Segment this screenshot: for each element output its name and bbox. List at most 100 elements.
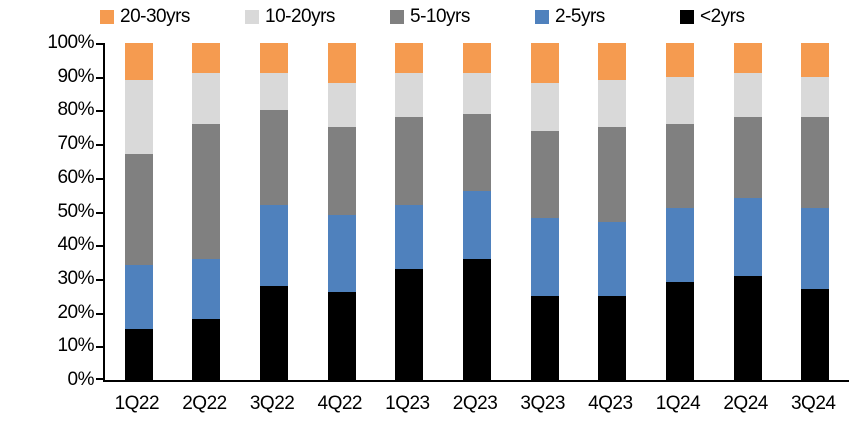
x-axis-tick-label: 1Q23: [385, 393, 430, 414]
stacked-bar-2Q22: [192, 43, 221, 380]
bar-slot-3Q22: [240, 43, 308, 380]
y-axis-tick-label: 70%: [57, 133, 94, 155]
bar-segment-5-10yrs: [733, 117, 762, 199]
x-axis-tick-label: 3Q23: [520, 393, 565, 414]
stacked-bar-2Q23: [463, 43, 492, 380]
stacked-bar-4Q23: [598, 43, 627, 380]
bar-segment-10-20yrs: [733, 73, 762, 118]
legend-label: 2-5yrs: [555, 6, 605, 27]
bar-segment-5-10yrs: [260, 110, 289, 205]
bar-segment-10-20yrs: [192, 73, 221, 124]
bar-segment-<2yrs: [395, 268, 424, 380]
stacked-bar-1Q22: [124, 43, 153, 380]
plot-area: [103, 43, 849, 382]
legend-item: <2yrs: [680, 6, 825, 28]
bar-segment-10-20yrs: [801, 76, 830, 118]
chart-legend: 20-30yrs 10-20yrs 5-10yrs 2-5yrs <2yrs: [100, 4, 825, 30]
x-axis-tick-label: 2Q24: [723, 393, 768, 414]
x-axis-tick-label: 4Q22: [317, 393, 363, 414]
y-axis-tick-label: 100%: [47, 32, 94, 53]
bar-segment-5-10yrs: [463, 113, 492, 192]
bar-segment-2-5yrs: [665, 208, 694, 283]
bar-segment-2-5yrs: [463, 191, 492, 259]
bar-segment-20-30yrs: [733, 43, 762, 74]
bar-segment-5-10yrs: [395, 117, 424, 205]
bar-slot-2Q23: [443, 43, 511, 380]
bar-segment-<2yrs: [124, 329, 153, 380]
y-axis-tick-mark: [96, 245, 103, 248]
bar-segment-10-20yrs: [463, 73, 492, 114]
bar-segment-<2yrs: [733, 275, 762, 380]
legend-label: <2yrs: [700, 6, 745, 27]
legend-item: 20-30yrs: [100, 6, 245, 28]
bar-segment-20-30yrs: [530, 43, 559, 84]
bar-segment-10-20yrs: [665, 76, 694, 124]
bar-segment-20-30yrs: [327, 43, 356, 84]
bar-segment-20-30yrs: [395, 43, 424, 74]
y-axis-tick-mark: [96, 177, 103, 180]
bar-segment-2-5yrs: [124, 265, 153, 330]
x-axis-tick-label: 2Q23: [452, 393, 498, 414]
x-axis-tick-label: 3Q24: [790, 393, 836, 414]
legend-swatch-icon: [680, 10, 694, 24]
bar-segment-10-20yrs: [260, 73, 289, 111]
y-axis-tick-label: 90%: [57, 65, 94, 87]
bar-segment-2-5yrs: [530, 218, 559, 296]
y-axis-tick-label: 50%: [57, 200, 94, 222]
y-axis-tick-label: 80%: [57, 99, 94, 121]
bar-segment-20-30yrs: [665, 43, 694, 77]
bar-segment-5-10yrs: [801, 117, 830, 209]
y-axis-tick-label: 60%: [57, 166, 94, 188]
legend-swatch-icon: [245, 10, 259, 24]
bar-segment-5-10yrs: [327, 127, 356, 215]
bar-segment-2-5yrs: [192, 258, 221, 320]
bar-segment-10-20yrs: [327, 83, 356, 128]
bar-segment-20-30yrs: [260, 43, 289, 74]
stacked-bar-4Q22: [327, 43, 356, 380]
bar-segment-20-30yrs: [801, 43, 830, 77]
x-axis-tick-label: 3Q22: [249, 393, 295, 414]
y-axis-tick-mark: [96, 110, 103, 113]
bar-slot-1Q22: [105, 43, 173, 380]
y-axis-tick-label: 40%: [57, 234, 94, 256]
stacked-bar-3Q23: [530, 43, 559, 380]
bar-segment-<2yrs: [665, 282, 694, 380]
stacked-bar-1Q23: [395, 43, 424, 380]
bars-container: [105, 43, 849, 380]
bar-slot-4Q22: [308, 43, 376, 380]
bar-segment-2-5yrs: [395, 204, 424, 269]
legend-swatch-icon: [390, 10, 404, 24]
bar-segment-<2yrs: [260, 285, 289, 380]
legend-label: 20-30yrs: [120, 6, 190, 27]
bar-segment-5-10yrs: [598, 127, 627, 222]
x-axis-tick-label: 1Q24: [655, 393, 701, 414]
y-axis-tick-mark: [96, 312, 103, 315]
stacked-bar-3Q22: [260, 43, 289, 380]
y-axis-tick-label: 20%: [57, 301, 94, 323]
bar-segment-20-30yrs: [463, 43, 492, 74]
bar-segment-10-20yrs: [124, 80, 153, 155]
bar-segment-<2yrs: [327, 292, 356, 380]
bar-segment-<2yrs: [463, 258, 492, 380]
legend-item: 10-20yrs: [245, 6, 390, 28]
y-axis-tick-label: 10%: [57, 335, 94, 357]
x-axis-tick-label: 2Q22: [182, 393, 227, 414]
bar-slot-2Q22: [173, 43, 241, 380]
y-axis-ticks: [96, 43, 103, 380]
bar-segment-20-30yrs: [124, 43, 153, 81]
bar-segment-5-10yrs: [124, 154, 153, 266]
y-axis-tick-mark: [96, 76, 103, 79]
bar-segment-2-5yrs: [733, 198, 762, 276]
bar-segment-2-5yrs: [801, 208, 830, 290]
bar-slot-1Q23: [376, 43, 444, 380]
legend-swatch-icon: [100, 10, 114, 24]
legend-item: 5-10yrs: [390, 6, 535, 28]
y-axis-tick-label: 0%: [67, 369, 95, 390]
x-axis-tick-label: 4Q23: [588, 393, 633, 414]
stacked-bar-3Q24: [801, 43, 830, 380]
bar-segment-5-10yrs: [192, 123, 221, 259]
bar-slot-3Q23: [511, 43, 579, 380]
legend-label: 5-10yrs: [410, 6, 470, 27]
y-axis-tick-mark: [96, 278, 103, 281]
